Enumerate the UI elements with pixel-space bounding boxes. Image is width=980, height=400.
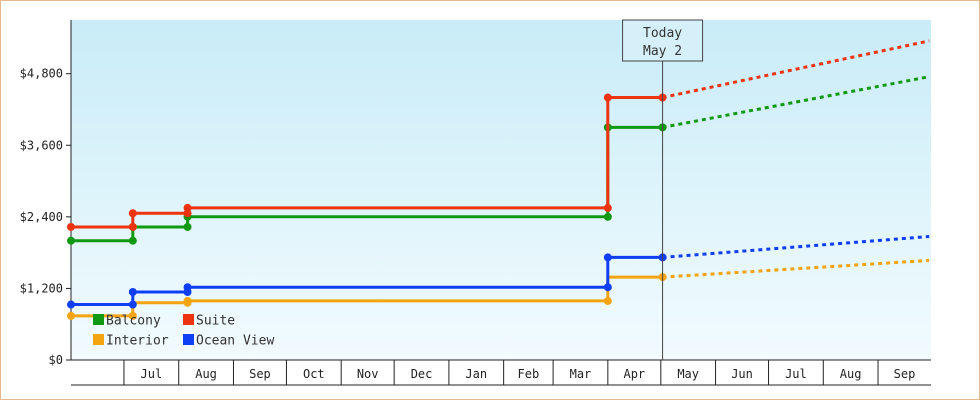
data-point-suite	[67, 222, 75, 231]
legend-swatch-interior	[93, 334, 104, 345]
y-tick-label: $0	[49, 353, 63, 367]
data-point-ocean-view	[128, 300, 137, 309]
x-tick-label: Jul	[785, 367, 807, 381]
data-point-interior	[128, 311, 137, 320]
x-tick-label: Apr	[623, 367, 645, 381]
x-tick-label: Oct	[303, 367, 325, 381]
x-tick-label: Sep	[894, 367, 916, 381]
x-tick-label: Dec	[411, 367, 433, 381]
x-tick-label: Nov	[357, 367, 379, 381]
today-label-line1: Today	[643, 26, 682, 41]
x-tick-label: Sep	[249, 367, 271, 381]
legend-swatch-balcony	[93, 314, 104, 325]
legend: Balcony Suite Interior Ocean View	[93, 314, 274, 349]
x-tick-label: Jun	[731, 367, 753, 381]
legend-label-suite: Suite	[196, 314, 235, 329]
legend-swatch-ocean-view	[183, 334, 194, 345]
data-point-balcony	[603, 212, 612, 221]
data-point-ocean-view	[128, 288, 137, 296]
legend-label-balcony: Balcony	[106, 314, 161, 329]
x-tick-label: Aug	[840, 367, 862, 381]
today-marker: Today May 2	[622, 19, 704, 360]
plot-background	[71, 20, 931, 360]
y-tick-label: $1,200	[20, 281, 63, 295]
data-point-ocean-view	[67, 300, 75, 309]
x-axis: Jul Aug Sep Oct Nov Dec Jan Feb Mar Apr May Jun Jul A…	[71, 359, 931, 386]
data-point-suite	[603, 203, 612, 212]
series-projection-balcony	[662, 75, 930, 129]
legend-label-interior: Interior	[106, 334, 169, 349]
y-tick-label: $3,600	[20, 138, 63, 152]
data-point-suite	[128, 209, 137, 218]
data-point-ocean-view	[183, 283, 192, 292]
data-point-interior	[603, 296, 612, 305]
series-layer	[67, 39, 930, 320]
x-tick-label: Jan	[465, 367, 487, 381]
x-tick-label: May	[677, 367, 699, 381]
data-point-suite	[128, 222, 137, 231]
y-tick-label: $2,400	[20, 210, 63, 224]
today-box	[622, 19, 704, 62]
data-point-ocean-view	[603, 283, 612, 292]
legend-swatch-suite	[183, 314, 194, 325]
series-projection-suite	[662, 39, 930, 99]
y-tick-label: $4,800	[20, 67, 63, 81]
data-point-ocean-view	[603, 253, 612, 262]
data-point-balcony	[67, 236, 75, 245]
y-axis: $0 $1,200 $2,400 $3,600 $4,800	[20, 20, 72, 367]
data-point-suite	[603, 93, 612, 102]
data-point-balcony	[128, 236, 137, 245]
today-label-line2: May 2	[643, 44, 682, 59]
x-tick-label: Aug	[195, 367, 217, 381]
data-point-interior	[67, 311, 75, 320]
data-point-suite	[183, 203, 192, 212]
data-point-balcony	[183, 222, 192, 231]
data-point-interior	[183, 296, 192, 305]
x-tick-label: Feb	[518, 367, 540, 381]
x-tick-label: Mar	[570, 367, 592, 381]
x-tick-label: Jul	[141, 367, 163, 381]
legend-label-ocean-view: Ocean View	[196, 334, 274, 349]
